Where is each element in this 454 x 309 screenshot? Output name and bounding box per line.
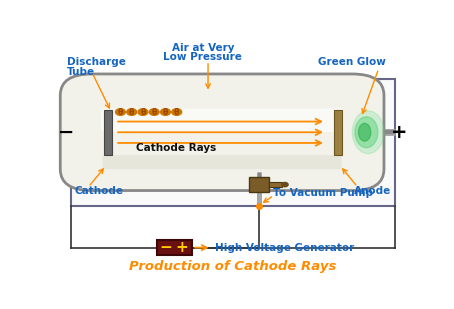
Text: Production of Cathode Rays: Production of Cathode Rays xyxy=(129,260,336,273)
Circle shape xyxy=(161,109,170,115)
Bar xyxy=(157,240,192,255)
Text: Green Glow: Green Glow xyxy=(318,57,386,67)
Text: +: + xyxy=(175,240,188,255)
Text: θ: θ xyxy=(152,108,157,116)
FancyBboxPatch shape xyxy=(101,108,344,132)
Text: θ: θ xyxy=(174,108,179,116)
Ellipse shape xyxy=(359,123,371,141)
FancyBboxPatch shape xyxy=(71,79,395,206)
Text: Air at Very: Air at Very xyxy=(172,43,234,53)
Text: Cathode Rays: Cathode Rays xyxy=(136,143,217,153)
FancyBboxPatch shape xyxy=(103,155,342,169)
Text: θ: θ xyxy=(163,108,168,116)
Text: Cathode: Cathode xyxy=(74,185,123,196)
Circle shape xyxy=(172,109,182,115)
Text: θ: θ xyxy=(129,108,134,116)
Ellipse shape xyxy=(355,117,378,148)
Bar xyxy=(104,110,112,155)
Text: θ: θ xyxy=(140,108,146,116)
Text: Anode: Anode xyxy=(354,185,391,196)
Circle shape xyxy=(115,109,125,115)
Text: Discharge: Discharge xyxy=(67,57,126,67)
Text: Tube: Tube xyxy=(67,66,95,77)
Text: High Voltage Generator: High Voltage Generator xyxy=(215,243,354,253)
Text: Low Pressure: Low Pressure xyxy=(163,52,242,61)
Circle shape xyxy=(138,109,148,115)
Bar xyxy=(269,182,282,188)
Bar xyxy=(334,110,342,155)
Circle shape xyxy=(149,109,159,115)
Text: θ: θ xyxy=(118,108,123,116)
Text: −: − xyxy=(159,240,172,255)
Text: +: + xyxy=(390,123,407,142)
Bar xyxy=(249,177,269,192)
Circle shape xyxy=(127,109,137,115)
Ellipse shape xyxy=(352,111,384,154)
Text: To Vacuum Pump: To Vacuum Pump xyxy=(273,188,373,198)
Circle shape xyxy=(282,182,288,187)
FancyBboxPatch shape xyxy=(60,74,384,191)
Text: −: − xyxy=(59,123,75,142)
